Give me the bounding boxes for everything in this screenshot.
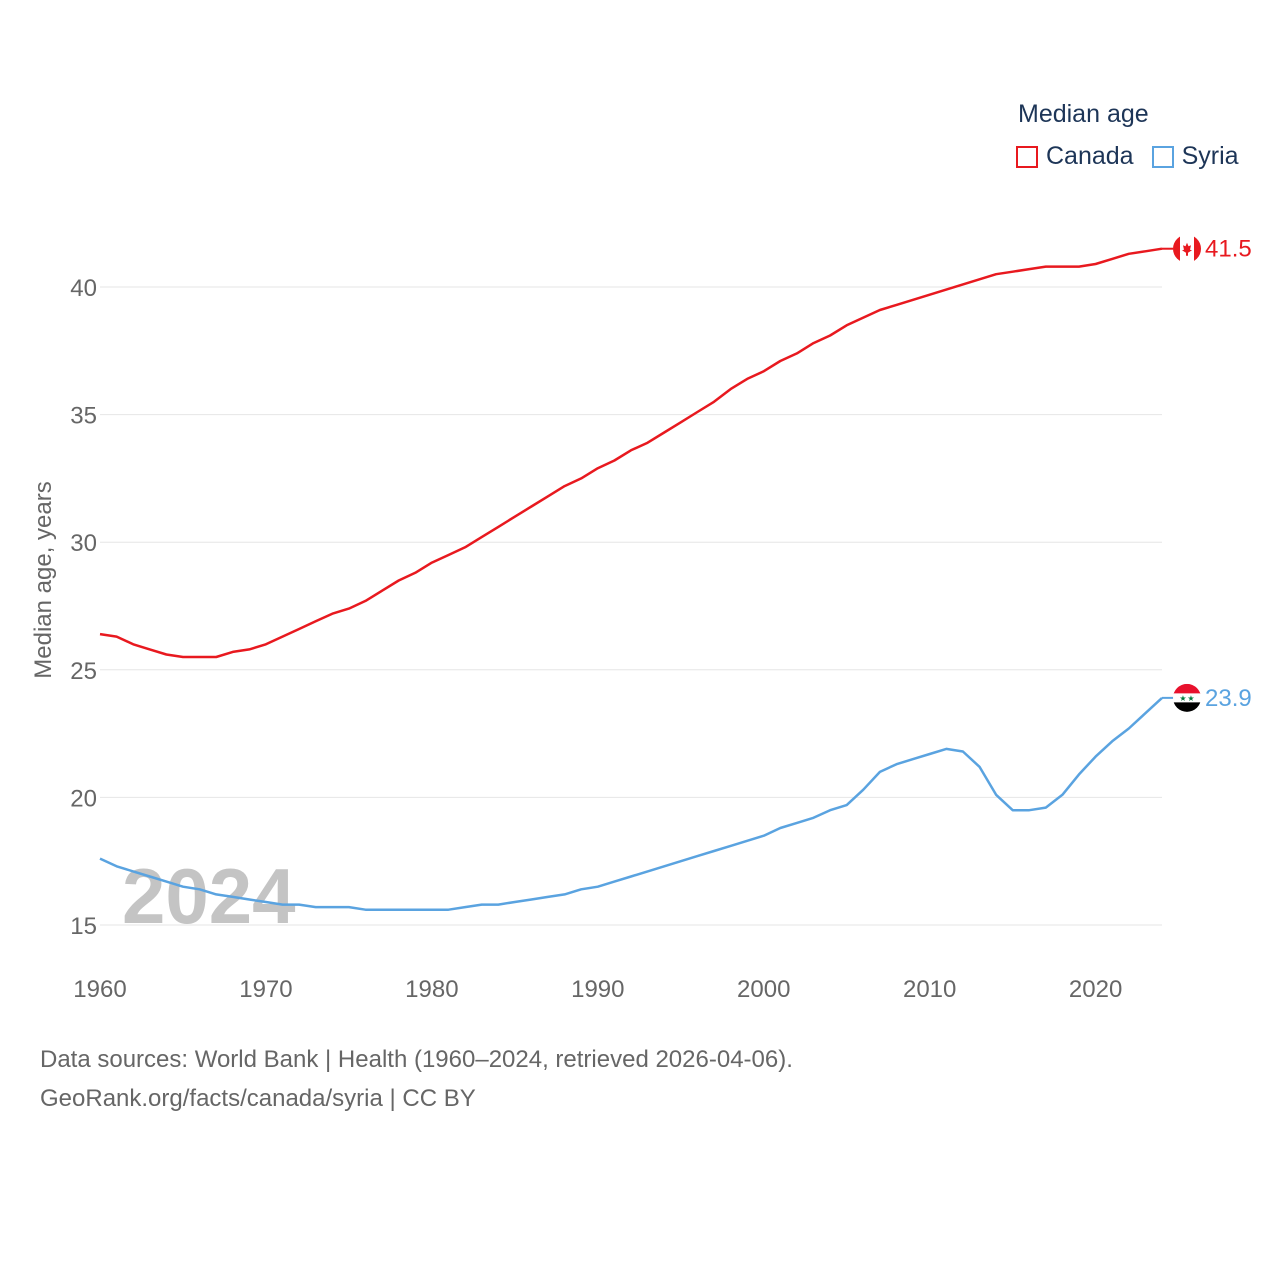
x-tick-label-2010: 2010 (903, 976, 956, 1003)
data-sources-text: Data sources: World Bank | Health (1960–… (40, 1046, 793, 1073)
series-end-markers: 41.5 23.9 (1162, 236, 1252, 712)
y-tick-label-35: 35 (70, 403, 97, 430)
grid-lines (100, 286, 1162, 926)
legend-label-canada: Canada (1046, 142, 1134, 170)
svg-text:★: ★ (1179, 694, 1186, 703)
y-tick-label-40: 40 (70, 275, 97, 302)
x-tick-label-1970: 1970 (239, 976, 292, 1003)
syria-flag-icon: ★ ★ (1173, 683, 1201, 712)
series-lines (99, 247, 1163, 911)
series-line-canada (99, 247, 1163, 659)
canada-flag-icon (1173, 234, 1201, 263)
legend-title: Median age (1018, 100, 1149, 128)
end-value-label-syria: 23.9 (1205, 685, 1252, 712)
y-tick-label-15: 15 (70, 913, 97, 940)
end-value-label-canada: 41.5 (1205, 236, 1252, 263)
x-tick-label-1960: 1960 (73, 976, 126, 1003)
y-axis-label: Median age, years (30, 481, 57, 678)
year-watermark: 2024 (122, 852, 296, 940)
legend: Canada Syria (1016, 142, 1257, 171)
legend-item-syria[interactable]: Syria (1151, 142, 1239, 171)
svg-text:★: ★ (1187, 694, 1194, 703)
series-line-syria (99, 696, 1163, 911)
x-tick-label-1990: 1990 (571, 976, 624, 1003)
x-tick-label-1980: 1980 (405, 976, 458, 1003)
y-tick-label-25: 25 (70, 658, 97, 685)
y-tick-label-20: 20 (70, 785, 97, 812)
legend-item-canada[interactable]: Canada (1016, 142, 1134, 171)
y-tick-label-30: 30 (70, 530, 97, 557)
legend-swatch-canada (1016, 145, 1038, 168)
x-tick-labels: 1960 1970 1980 1990 2000 2010 2020 (73, 976, 1122, 1003)
source-url-text[interactable]: GeoRank.org/facts/canada/syria | CC BY (40, 1085, 476, 1112)
legend-swatch-syria (1151, 145, 1174, 168)
y-tick-labels: 15 20 25 30 35 40 (70, 275, 97, 940)
legend-label-syria: Syria (1181, 142, 1239, 170)
x-tick-label-2020: 2020 (1069, 976, 1122, 1003)
x-tick-label-2000: 2000 (737, 976, 790, 1003)
